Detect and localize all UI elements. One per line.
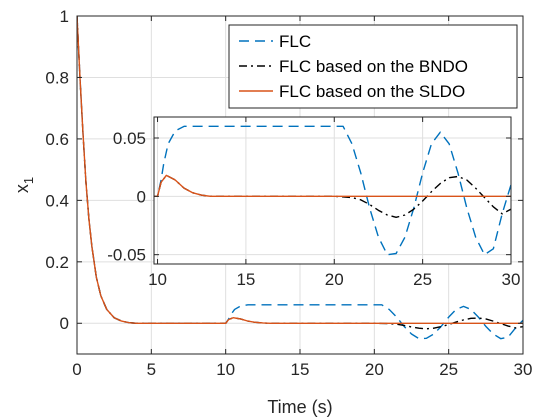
series-line-3 bbox=[77, 16, 523, 324]
legend-box bbox=[228, 24, 518, 109]
legend-label-1: FLC bbox=[279, 32, 311, 51]
legend-label-3: FLC based on the SLDO bbox=[279, 82, 465, 101]
x-tick-label: 10 bbox=[216, 360, 235, 379]
y-tick-label: 0.4 bbox=[45, 191, 69, 210]
x-tick-label: 10 bbox=[148, 270, 167, 289]
main-ticks bbox=[76, 15, 524, 354]
x-tick-label: 20 bbox=[365, 360, 384, 379]
main-y-tick-labels: 0 0.2 0.4 0.6 0.8 1 bbox=[45, 7, 69, 333]
series-line-1 bbox=[154, 125, 511, 256]
legend-label-2: FLC based on the BNDO bbox=[279, 57, 468, 76]
x-tick-label: 30 bbox=[502, 270, 521, 289]
x-tick-label: 15 bbox=[291, 360, 310, 379]
y-tick-label: 0.2 bbox=[45, 253, 69, 272]
x-tick-label: 0 bbox=[72, 360, 81, 379]
y-tick-label: 0.6 bbox=[45, 130, 69, 149]
inset-y-tick-labels: -0.05 0 0.05 bbox=[107, 129, 146, 265]
y-tick-label: 0.05 bbox=[113, 129, 146, 148]
legend-items: FLC FLC based on the BNDO FLC based on the… bbox=[239, 32, 468, 101]
inset-series-group bbox=[154, 125, 511, 256]
y-axis-label-subscript: 1 bbox=[21, 177, 36, 184]
y-tick-label: 0 bbox=[137, 187, 146, 206]
x-tick-label: 20 bbox=[325, 270, 344, 289]
main-series-group bbox=[77, 16, 523, 340]
main-x-tick-labels: 0 5 10 15 20 25 30 bbox=[72, 360, 532, 379]
series-line-1 bbox=[77, 16, 523, 340]
x-tick-label: 25 bbox=[413, 270, 432, 289]
inset-axes-box bbox=[153, 116, 512, 265]
y-axis-label: x1 bbox=[12, 177, 36, 193]
legend: FLC FLC based on the BNDO FLC based on the… bbox=[228, 24, 518, 109]
y-tick-label: -0.05 bbox=[107, 246, 146, 265]
y-tick-label: 0 bbox=[60, 314, 69, 333]
y-tick-label: 0.8 bbox=[45, 68, 69, 87]
y-tick-label: 1 bbox=[60, 7, 69, 26]
series-line-3 bbox=[154, 174, 511, 198]
inset-ticks bbox=[154, 117, 512, 264]
x-axis-label: Time (s) bbox=[267, 397, 332, 417]
x-tick-label: 30 bbox=[514, 360, 533, 379]
inset-x-tick-labels: 10 15 20 25 30 bbox=[148, 270, 520, 289]
x-tick-label: 15 bbox=[236, 270, 255, 289]
y-axis-label-main: x bbox=[12, 184, 32, 193]
x-tick-label: 25 bbox=[439, 360, 458, 379]
inset-plot-area bbox=[154, 117, 511, 264]
inset-plot: 10 15 20 25 30 -0.05 0 0.05 bbox=[107, 116, 520, 289]
x-tick-label: 5 bbox=[147, 360, 156, 379]
